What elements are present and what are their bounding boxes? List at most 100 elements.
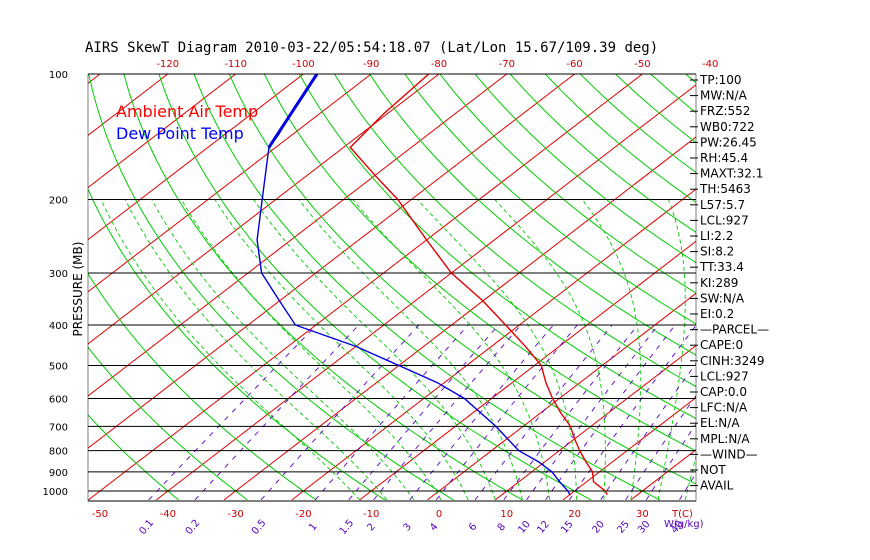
- index-label: CINH:3249: [700, 354, 765, 368]
- index-label: TP:100: [699, 73, 742, 87]
- temp-tick-label: -40: [160, 509, 176, 520]
- temp-tick-label: -10: [363, 509, 379, 520]
- pressure-tick-label: 400: [49, 321, 68, 332]
- mixing-ratio-line: [148, 324, 317, 501]
- temp-tick-label: 20: [568, 509, 581, 520]
- mixing-ratio-line: [348, 324, 499, 501]
- index-label: TH:5463: [699, 182, 751, 196]
- mixing-ratio-line: [545, 324, 676, 501]
- index-label: EL:N/A: [700, 416, 740, 430]
- pressure-tick-label: 300: [49, 269, 68, 280]
- legend-dew-point: Dew Point Temp: [116, 124, 244, 143]
- moist-adiabat-line: [581, 199, 642, 500]
- dry-adiabat-line: [193, 74, 661, 501]
- dry-adiabat-line: [88, 74, 454, 501]
- index-label: NOT: [700, 463, 726, 477]
- temp-axis-label: T(C): [671, 509, 693, 520]
- mixing-ratio-tick-label: 2: [365, 521, 378, 533]
- isotherm-line: [767, 74, 870, 500]
- top-temp-tick-label: -80: [431, 59, 447, 70]
- isotherm-line: [427, 292, 696, 501]
- index-label: TT:33.4: [699, 260, 744, 274]
- temp-tick-label: 10: [500, 509, 513, 520]
- index-label: LFC:N/A: [700, 401, 748, 415]
- index-label: EI:0.2: [700, 307, 734, 321]
- mixing-ratio-tick-label: 12: [535, 519, 552, 536]
- mixing-ratio-tick-label: 25: [615, 519, 632, 536]
- isotherm-line: [88, 74, 101, 84]
- moist-adiabat-line: [253, 199, 496, 500]
- mixing-ratio-line: [314, 324, 469, 501]
- pressure-tick-label: 600: [49, 394, 68, 405]
- dry-adiabat-line: [369, 74, 696, 356]
- dry-adiabat-line: [474, 74, 696, 264]
- pressure-tick-label: 800: [49, 447, 68, 458]
- mixing-ratio-tick-label: 3: [402, 521, 415, 533]
- pressure-tick-label: 900: [49, 468, 68, 479]
- mixing-ratio-line: [645, 423, 696, 501]
- mixing-ratio-tick-label: 4: [428, 521, 441, 533]
- mixing-ratio-axis-label: W(g/kg): [664, 519, 704, 530]
- moist-adiabat-line: [494, 199, 606, 500]
- moist-adiabat-line: [417, 199, 578, 500]
- top-temp-tick-label: -110: [224, 59, 247, 70]
- top-temp-tick-label: -50: [634, 59, 650, 70]
- index-label: —WIND—: [700, 447, 758, 461]
- pressure-tick-label: 500: [49, 361, 68, 372]
- pressure-tick-label: 1000: [43, 487, 68, 498]
- isotherm-line: [562, 397, 696, 501]
- moist-adiabat-line: [657, 199, 686, 500]
- mixing-ratio-line: [373, 324, 522, 501]
- mixing-ratio-tick-label: 20: [590, 519, 607, 536]
- top-temp-tick-label: -90: [363, 59, 379, 70]
- mixing-ratio-line: [503, 324, 639, 501]
- index-label: KI:289: [700, 276, 738, 290]
- moist-adiabat-line: [100, 199, 361, 501]
- dry-adiabat-line: [228, 74, 696, 485]
- dew-point-upper-segment: [267, 74, 319, 149]
- index-label: —PARCEL—: [700, 323, 769, 337]
- top-temp-tick-label: -60: [566, 59, 582, 70]
- dew-point-line: [256, 74, 571, 495]
- index-label: L57:5.7: [700, 198, 745, 212]
- moist-adiabat-line: [151, 199, 415, 501]
- temp-tick-label: 30: [636, 509, 649, 520]
- legend-air-temp: Ambient Air Temp: [116, 102, 258, 121]
- dry-adiabat-line: [158, 74, 592, 501]
- dry-adiabat-line: [88, 272, 317, 501]
- dry-adiabat-line: [791, 74, 870, 500]
- isotherm-line: [88, 74, 575, 449]
- temp-tick-label: -30: [227, 509, 243, 520]
- temp-tick-label: 0: [436, 509, 442, 520]
- mixing-ratio-line: [260, 324, 420, 501]
- temp-tick-label: -50: [92, 509, 108, 520]
- profile-lines: [256, 74, 608, 495]
- mixing-ratio-tick-label: 0.1: [138, 518, 157, 537]
- isotherm-line: [88, 74, 643, 501]
- isotherm-line: [156, 84, 696, 501]
- mixing-ratio-tick-label: 6: [467, 521, 480, 533]
- moist-adiabat-line: [180, 199, 442, 501]
- index-label: FRZ:552: [700, 104, 750, 118]
- top-temp-tick-label: -40: [702, 59, 718, 70]
- mixing-ratio-tick-label: 8: [496, 521, 509, 533]
- mixing-ratio-line: [679, 472, 696, 501]
- isotherm-line: [495, 344, 696, 501]
- index-label: AVAIL: [700, 479, 734, 493]
- moist-adiabat-line: [124, 199, 388, 501]
- top-temp-tick-label: -120: [156, 59, 179, 70]
- mixing-ratio-line: [194, 324, 360, 501]
- mixing-ratio-tick-label: 30: [636, 519, 653, 536]
- mixing-ratio-tick-label: 10: [516, 519, 533, 536]
- index-label: MAXT:32.1: [700, 167, 763, 181]
- mixing-ratio-line: [435, 324, 578, 501]
- index-label: CAPE:0: [700, 338, 743, 352]
- index-label: SW:N/A: [700, 291, 745, 305]
- isotherm-line: [88, 74, 508, 397]
- isotherm-line: [88, 74, 440, 345]
- index-label: WB0:722: [700, 120, 755, 134]
- mixing-ratio-line: [409, 324, 554, 501]
- y-axis-label: PRESSURE (MB): [71, 242, 85, 337]
